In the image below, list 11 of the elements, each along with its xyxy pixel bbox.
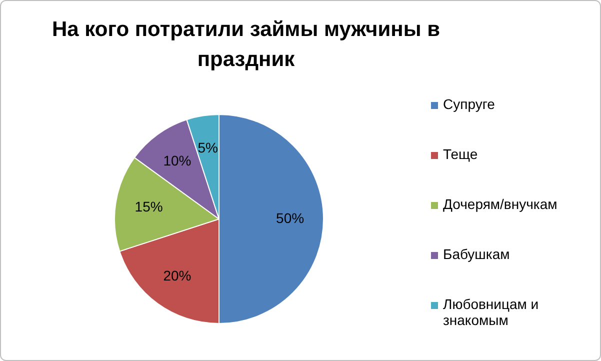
legend-label: Дочерям/внучкам	[443, 196, 558, 212]
chart-title: На кого потратили займы мужчины в праздник	[50, 17, 441, 73]
data-label: 5%	[198, 140, 218, 156]
legend-label: Любовницам и знакомым	[443, 296, 540, 328]
data-label: 20%	[163, 267, 192, 284]
legend-label: Бабушкам	[443, 246, 510, 262]
data-label: 50%	[276, 210, 304, 226]
legend-label: Супруге	[443, 96, 495, 112]
data-label: 10%	[163, 152, 192, 168]
data-label: 15%	[134, 198, 163, 215]
legend-label: Теще	[443, 146, 478, 162]
